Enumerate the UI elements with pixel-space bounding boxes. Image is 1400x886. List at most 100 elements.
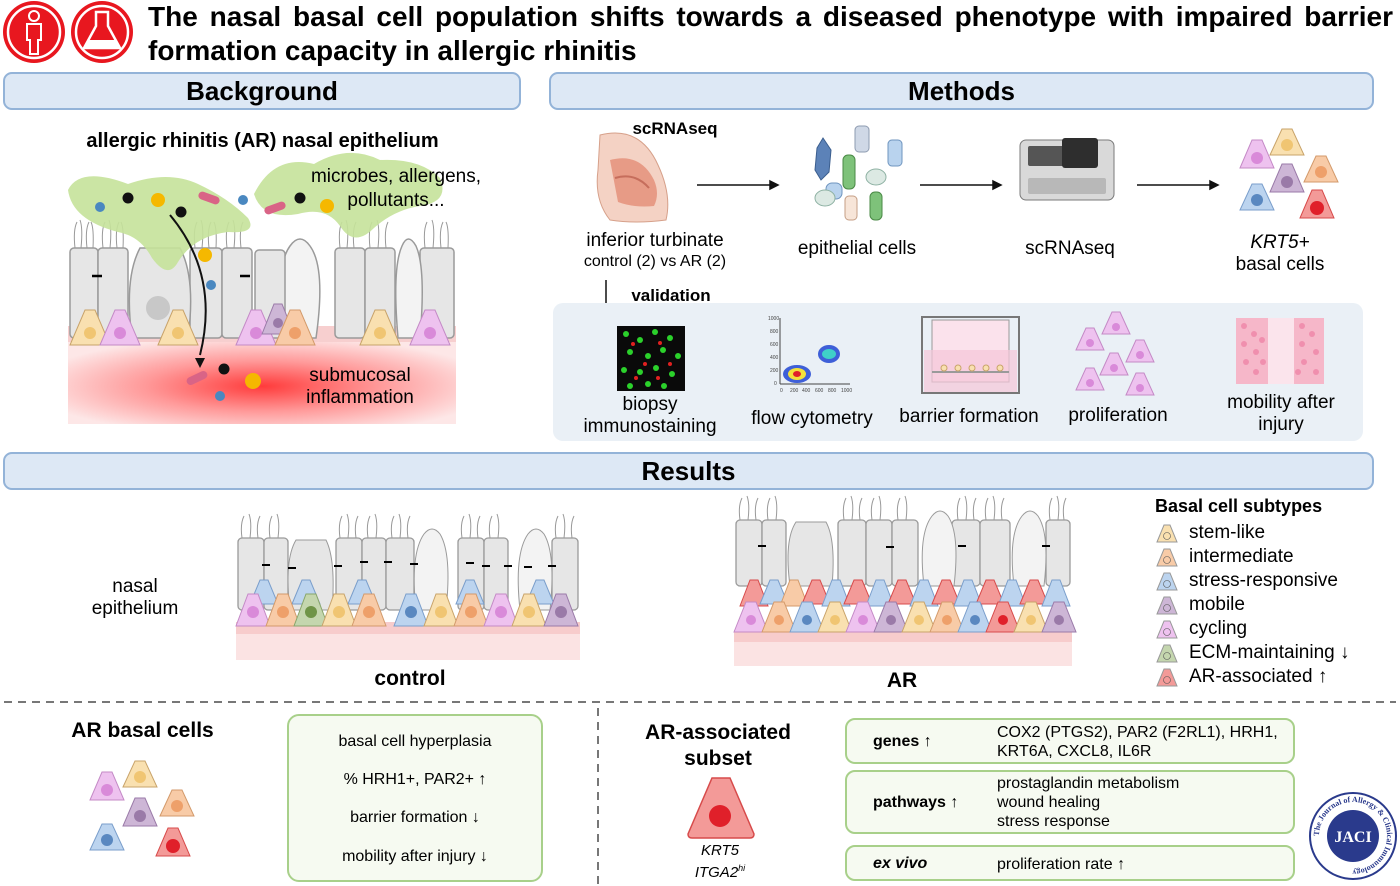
legend-item: stem-like [1155, 522, 1265, 544]
flow-x-tick: 400 [802, 388, 811, 394]
ar-label: AR [886, 669, 918, 692]
person-icon [3, 1, 65, 63]
flow-x-tick: 0 [780, 388, 783, 394]
flow-y-tick: 1000 [768, 316, 779, 322]
subset-gene2-sup: hi [738, 863, 746, 873]
finding-2: % HRH1+, PAR2+ ↑ [343, 771, 487, 788]
flow-x-tick: 1000 [841, 388, 852, 394]
subset-gene1: KRT5 [700, 842, 740, 859]
pathways-row: pathways ↑ prostaglandin metabolism woun… [845, 770, 1295, 834]
flow-y-tick: 800 [770, 329, 779, 335]
invasion-arrow [169, 214, 207, 356]
background-header: Background [3, 72, 521, 110]
transwell-icon [921, 316, 1020, 394]
background-heading: allergic rhinitis (AR) nasal epithelium [86, 130, 439, 152]
flow-cytometry-plot [779, 318, 850, 385]
ex-vivo-value: proliferation rate ↑ [997, 856, 1126, 873]
ar-epithelium [733, 495, 1077, 666]
epithelial-cells-icon [814, 125, 903, 221]
proliferation-cells-icon [1075, 311, 1155, 396]
legend-swatch [1156, 524, 1178, 543]
legend-label: cycling [1189, 618, 1248, 639]
legend-swatch [1156, 572, 1178, 591]
flow-y-tick: 400 [770, 355, 779, 361]
genes-value-2: KRT6A, CXCL8, IL6R [997, 743, 1152, 760]
legend-swatch [1156, 596, 1178, 615]
legend-swatch [1156, 620, 1178, 639]
pathways-value-2: wound healing [997, 794, 1101, 811]
flow-y-tick: 0 [774, 381, 777, 387]
genes-key: genes ↑ [873, 733, 932, 750]
finding-1: basal cell hyperplasia [338, 733, 492, 750]
legend-label: mobile [1189, 594, 1245, 615]
flow-y-tick: 200 [770, 368, 779, 374]
genes-row: genes ↑ COX2 (PTGS2), PAR2 (F2RL1), HRH1… [845, 718, 1295, 764]
subset-gene2: ITGA2 [694, 864, 739, 881]
pathways-value-3: stress response [997, 813, 1110, 830]
scrnaseq-heading: scRNAseq [632, 119, 718, 138]
finding-3: barrier formation ↓ [350, 809, 480, 826]
krt5-label: KRT5+ [1250, 232, 1310, 253]
subset-gene2-wrap: ITGA2hi [672, 860, 768, 881]
legend-title: Basal cell subtypes [1155, 496, 1323, 516]
flow-axis-ticks: 1000 800 600 400 200 0 0 200 400 600 800… [768, 316, 852, 394]
legend-item: ECM-maintaining ↓ [1155, 642, 1350, 664]
scrnaseq-label: scRNAseq [1025, 238, 1115, 259]
legend-swatch [1156, 644, 1178, 663]
flow-y-tick: 600 [770, 342, 779, 348]
allergen-cloud-right [254, 152, 443, 238]
submucosal-label: submucosal inflammation [306, 365, 414, 408]
methods-header: Methods [549, 72, 1374, 110]
ar-basal-cells-heading: AR basal cells [71, 719, 214, 742]
legend-item: stress-responsive [1155, 570, 1338, 592]
finding-4: mobility after injury ↓ [342, 848, 488, 865]
barrier-formation-label: barrier formation [899, 406, 1039, 427]
submucosa-region [68, 340, 456, 424]
legend-item: AR-associated ↑ [1155, 666, 1327, 688]
epithelial-cells-label: epithelial cells [797, 238, 917, 259]
legend-label: stress-responsive [1189, 570, 1338, 591]
turbinate-sub-label: control (2) vs AR (2) [583, 253, 727, 270]
krt5-basal-cells-icon [1239, 128, 1339, 219]
legend-item: mobile [1155, 594, 1245, 616]
turbinate-label: inferior turbinate [586, 230, 724, 251]
basal-cells-label: basal cells [1235, 254, 1325, 275]
particles [95, 191, 334, 401]
legend-label: intermediate [1189, 546, 1294, 567]
nose-profile-icon [596, 132, 669, 223]
flow-x-tick: 200 [790, 388, 799, 394]
basal-cells-background [69, 303, 451, 346]
legend-label: ECM-maintaining ↓ [1189, 642, 1350, 663]
pathways-key: pathways ↑ [873, 794, 959, 811]
ex-vivo-row: ex vivo proliferation rate ↑ [845, 845, 1295, 881]
flask-icon [71, 1, 133, 63]
flow-x-tick: 600 [815, 388, 824, 394]
pathways-value-1: prostaglandin metabolism [997, 775, 1180, 792]
wound-healing-icon [1236, 318, 1324, 384]
legend-swatch [1156, 548, 1178, 567]
biopsy-label: biopsy immunostaining [583, 394, 717, 437]
control-epithelium [235, 513, 580, 660]
microbes-label: microbes, allergens, pollutants... [310, 166, 482, 211]
validation-heading: validation [631, 286, 711, 305]
subset-heading: AR-associated subset [645, 721, 791, 770]
nasal-epithelium-label: nasal epithelium [91, 576, 179, 619]
legend-swatch [1156, 668, 1178, 687]
flow-cytometry-label: flow cytometry [751, 408, 873, 429]
legend-item: cycling [1155, 618, 1247, 640]
flow-x-tick: 800 [828, 388, 837, 394]
control-label: control [374, 667, 446, 690]
page-title: The nasal basal cell population shifts t… [148, 1, 1393, 66]
results-header: Results [3, 452, 1374, 490]
jaci-text: JACI [1334, 829, 1371, 846]
sequencer-icon [1019, 138, 1115, 201]
